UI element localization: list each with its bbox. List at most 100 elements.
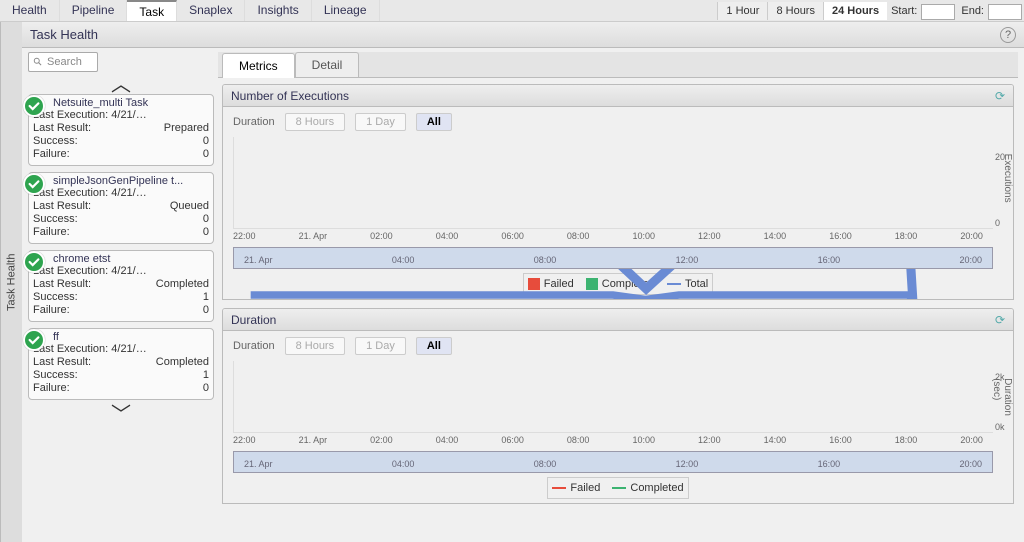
task-card[interactable]: chrome etst Last Execution: 4/21/2020, 5… xyxy=(28,250,214,322)
task-last-exec-label: Last Execution: 4/21/2020, 4:00:5... xyxy=(33,343,151,356)
range-start-label: Start: xyxy=(887,2,921,20)
scroll-up-icon[interactable]: ︿ xyxy=(28,76,214,94)
x-tick: 10:00 xyxy=(632,435,655,445)
ov-tick: 20:00 xyxy=(959,255,982,265)
range-end-input[interactable] xyxy=(988,4,1022,20)
top-tabs: HealthPipelineTaskSnaplexInsightsLineage… xyxy=(0,0,1024,22)
x-tick: 21. Apr xyxy=(299,231,328,241)
filter-8-hours[interactable]: 8 Hours xyxy=(285,113,346,131)
range-24-hours[interactable]: 24 Hours xyxy=(823,2,887,20)
duration-chart-area[interactable]: Duration (sec) 2k0k xyxy=(233,361,993,433)
ov-tick: 12:00 xyxy=(676,255,699,265)
task-success: 1 xyxy=(203,291,209,304)
x-tick: 14:00 xyxy=(764,435,787,445)
executions-overview[interactable]: 21. Apr 04:00 08:00 12:00 16:00 20:00 xyxy=(233,247,993,269)
x-tick: 04:00 xyxy=(436,231,459,241)
x-tick: 18:00 xyxy=(895,435,918,445)
ov-tick: 08:00 xyxy=(534,255,557,265)
help-icon[interactable]: ? xyxy=(1000,27,1016,43)
filter-1-day[interactable]: 1 Day xyxy=(355,337,406,355)
x-tick: 08:00 xyxy=(567,435,590,445)
filter-8-hours[interactable]: 8 Hours xyxy=(285,337,346,355)
ov-tick: 08:00 xyxy=(534,459,557,469)
x-tick: 20:00 xyxy=(960,231,983,241)
range-start-input[interactable] xyxy=(921,4,955,20)
tab-snaplex[interactable]: Snaplex xyxy=(177,0,245,21)
x-tick: 12:00 xyxy=(698,435,721,445)
task-last-result: Completed xyxy=(156,356,209,369)
range-8-hours[interactable]: 8 Hours xyxy=(767,2,823,20)
search-placeholder: Search xyxy=(47,56,82,68)
task-success-label: Success: xyxy=(33,291,78,304)
x-tick: 22:00 xyxy=(233,231,256,241)
x-tick: 18:00 xyxy=(895,231,918,241)
task-success: 0 xyxy=(203,213,209,226)
filter-label: Duration xyxy=(233,116,275,128)
panel-header: Task Health ? xyxy=(22,22,1024,48)
x-tick: 04:00 xyxy=(436,435,459,445)
status-ok-icon xyxy=(23,251,45,273)
refresh-icon[interactable]: ⟳ xyxy=(995,89,1005,103)
range-end-label: End: xyxy=(957,2,988,20)
x-tick: 02:00 xyxy=(370,435,393,445)
task-last-result-label: Last Result: xyxy=(33,356,91,369)
subtab-detail[interactable]: Detail xyxy=(295,52,360,77)
executions-chart: Number of Executions ⟳ Duration8 Hours1 … xyxy=(222,84,1014,300)
range-1-hour[interactable]: 1 Hour xyxy=(717,2,767,20)
y-tick: 0 xyxy=(995,218,1000,228)
subtabs: MetricsDetail xyxy=(218,52,1018,78)
task-name: Netsuite_multi Task xyxy=(53,97,148,109)
task-failure: 0 xyxy=(203,304,209,317)
ov-tick: 21. Apr xyxy=(244,459,273,469)
ov-tick: 20:00 xyxy=(959,459,982,469)
filter-all[interactable]: All xyxy=(416,113,452,131)
ov-tick: 04:00 xyxy=(392,459,415,469)
task-card[interactable]: ff Last Execution: 4/21/2020, 4:00:5... … xyxy=(28,328,214,400)
task-name: chrome etst xyxy=(53,253,110,265)
task-last-exec-label: Last Execution: 4/21/2020, 5:00:4... xyxy=(33,265,151,278)
task-last-result-label: Last Result: xyxy=(33,122,91,135)
scroll-down-icon[interactable]: ﹀ xyxy=(28,406,214,424)
task-last-exec-label: Last Execution: 4/21/2020, 6:26:0... xyxy=(33,109,151,122)
task-name: simpleJsonGenPipeline t... xyxy=(53,175,183,187)
status-ok-icon xyxy=(23,173,45,195)
task-sidebar: Search ︿ Netsuite_multi Task Last Execut… xyxy=(28,52,214,538)
ov-tick: 12:00 xyxy=(676,459,699,469)
task-card[interactable]: Netsuite_multi Task Last Execution: 4/21… xyxy=(28,94,214,166)
tab-insights[interactable]: Insights xyxy=(245,0,311,21)
duration-overview[interactable]: 21. Apr04:0008:0012:0016:0020:00 xyxy=(233,451,993,473)
search-input[interactable]: Search xyxy=(28,52,98,72)
panel-title: Task Health xyxy=(30,27,98,42)
task-success-label: Success: xyxy=(33,213,78,226)
task-failure: 0 xyxy=(203,382,209,395)
task-last-result-label: Last Result: xyxy=(33,278,91,291)
filter-all[interactable]: All xyxy=(416,337,452,355)
filter-1-day[interactable]: 1 Day xyxy=(355,113,406,131)
executions-chart-area[interactable]: Executions 200 xyxy=(233,137,993,229)
task-last-result: Prepared xyxy=(164,122,209,135)
x-tick: 22:00 xyxy=(233,435,256,445)
task-failure-label: Failure: xyxy=(33,304,70,317)
y-tick: 2k xyxy=(995,372,1005,382)
subtab-metrics[interactable]: Metrics xyxy=(222,53,295,78)
task-success: 1 xyxy=(203,369,209,382)
x-tick: 14:00 xyxy=(764,231,787,241)
ov-tick: 16:00 xyxy=(818,255,841,265)
tab-lineage[interactable]: Lineage xyxy=(312,0,380,21)
x-tick: 16:00 xyxy=(829,231,852,241)
x-tick: 08:00 xyxy=(567,231,590,241)
task-card[interactable]: simpleJsonGenPipeline t... Last Executio… xyxy=(28,172,214,244)
vertical-tab-task-health[interactable]: Task Health xyxy=(0,22,22,542)
ov-tick: 04:00 xyxy=(392,255,415,265)
tab-health[interactable]: Health xyxy=(0,0,60,21)
tab-pipeline[interactable]: Pipeline xyxy=(60,0,128,21)
status-ok-icon xyxy=(23,329,45,351)
x-tick: 06:00 xyxy=(501,231,524,241)
x-tick: 06:00 xyxy=(501,435,524,445)
task-last-result-label: Last Result: xyxy=(33,200,91,213)
refresh-icon[interactable]: ⟳ xyxy=(995,313,1005,327)
ov-tick: 21. Apr xyxy=(244,255,273,265)
tab-task[interactable]: Task xyxy=(127,0,177,21)
task-success-label: Success: xyxy=(33,135,78,148)
x-tick: 02:00 xyxy=(370,231,393,241)
